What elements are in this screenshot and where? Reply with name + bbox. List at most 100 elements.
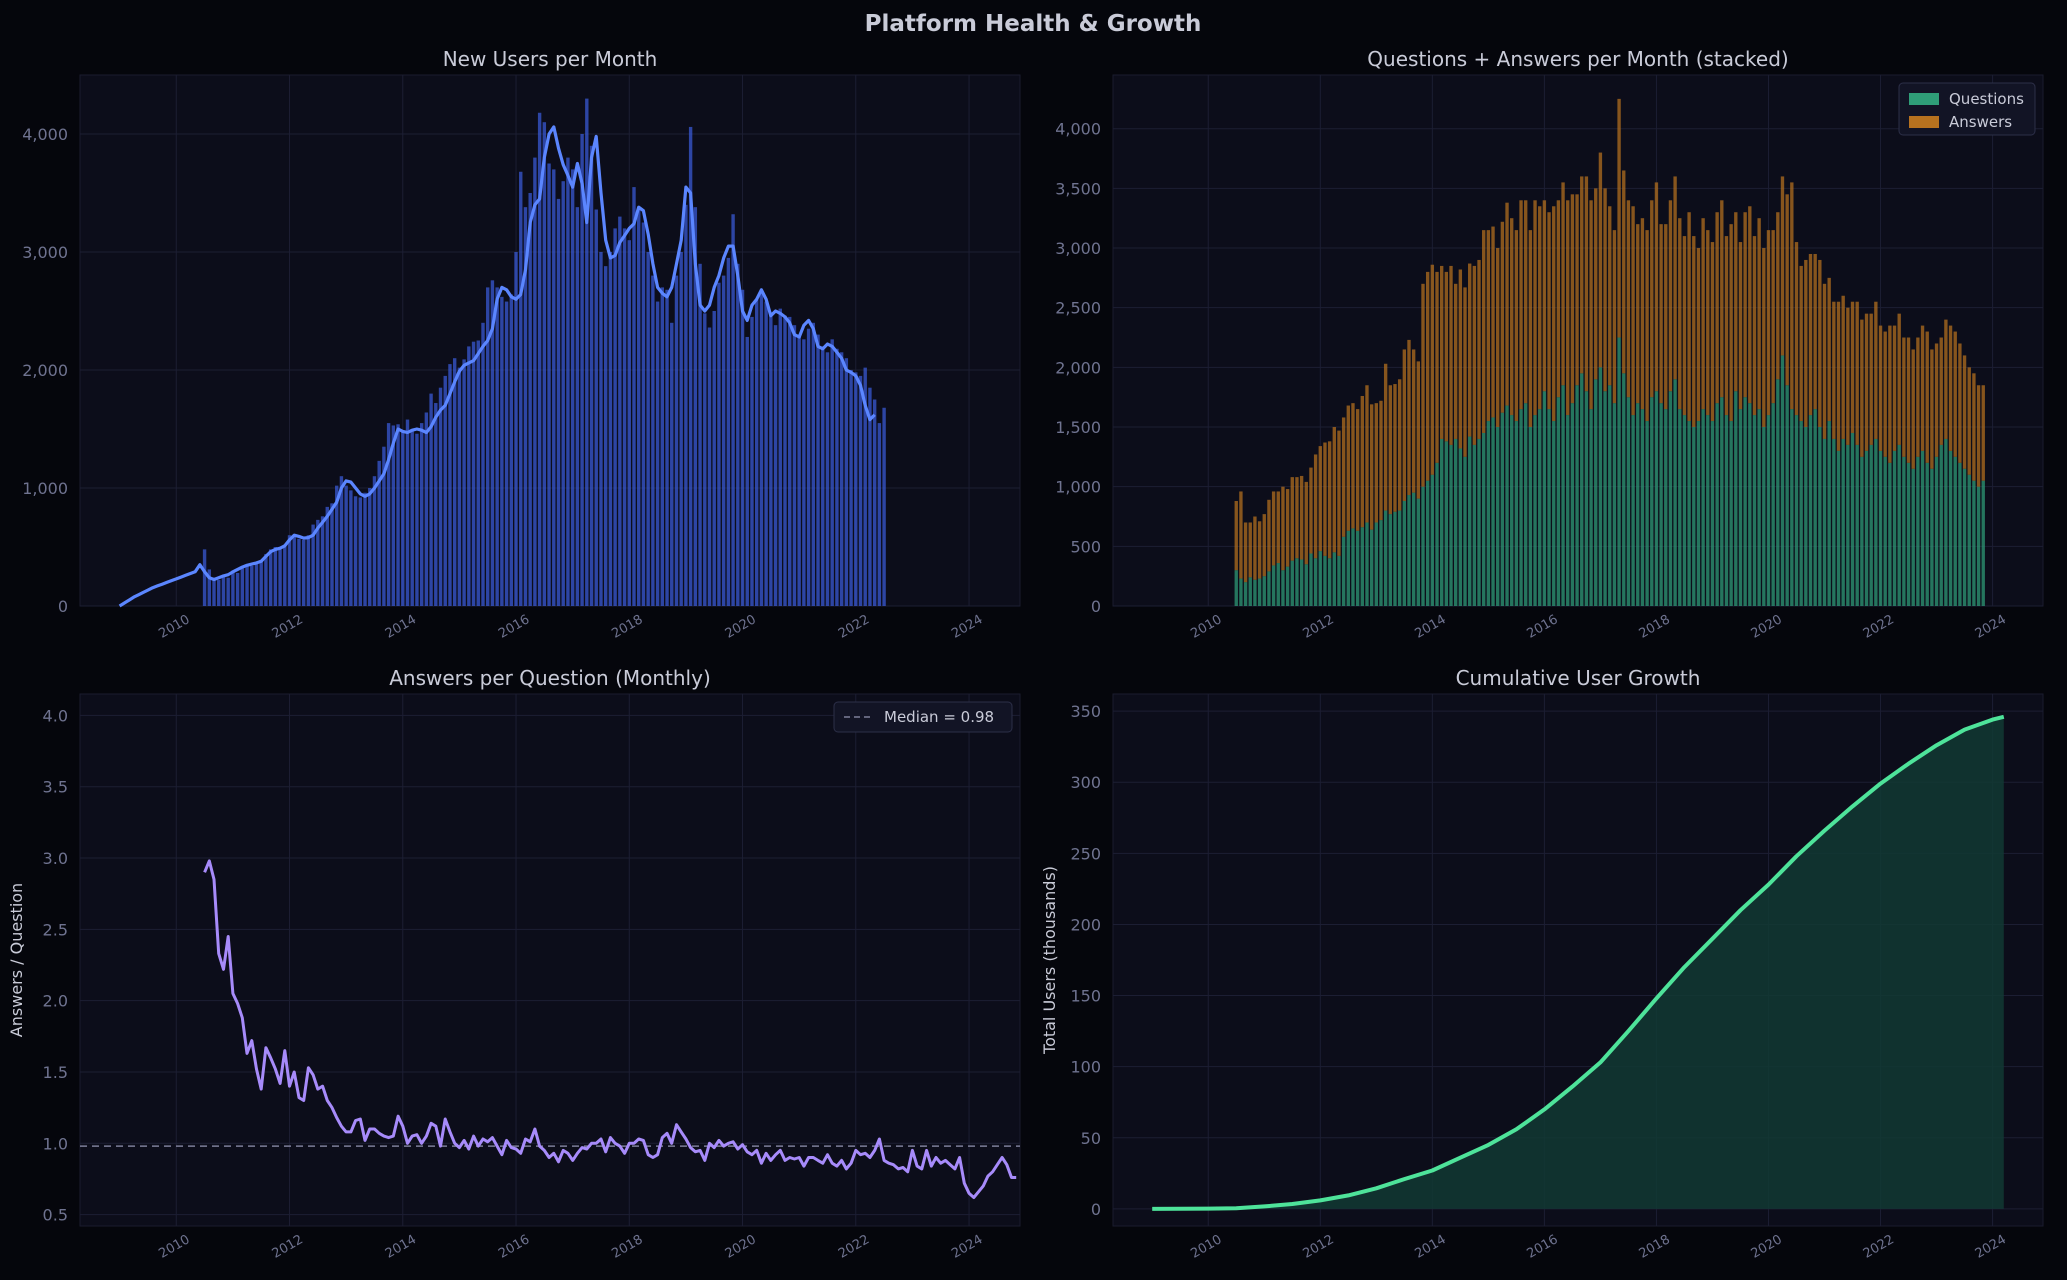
answers-bar xyxy=(1981,385,1985,481)
answers-bar xyxy=(1902,337,1906,457)
answers-bar xyxy=(1290,477,1294,561)
x-tick-label: 2018 xyxy=(1637,612,1673,642)
answers-bar xyxy=(1682,236,1687,416)
x-tick-label: 2022 xyxy=(836,1232,872,1262)
questions-bar xyxy=(1402,500,1407,606)
questions-bar xyxy=(1934,456,1939,606)
y-tick-label: 3,500 xyxy=(1055,179,1101,198)
new-users-bar xyxy=(759,293,764,606)
questions-bar xyxy=(1580,373,1584,606)
y-tick-label: 0 xyxy=(58,597,68,616)
ratio-plot-area xyxy=(79,693,1021,1227)
questions-bar xyxy=(1836,450,1841,606)
questions-bar xyxy=(1295,558,1299,606)
questions-bar xyxy=(1794,415,1799,606)
questions-bar xyxy=(1762,427,1766,606)
answers-bar xyxy=(1491,226,1495,418)
new-users-bar xyxy=(514,252,518,606)
questions-bar xyxy=(1832,438,1836,606)
answers-bar xyxy=(1243,522,1248,583)
x-tick-label: 2010 xyxy=(156,1232,192,1262)
answers-bar xyxy=(1304,481,1308,565)
questions-bar xyxy=(1248,577,1252,606)
questions-bar xyxy=(1771,403,1775,606)
new-users-bar xyxy=(745,336,749,606)
new-users-bar xyxy=(712,311,716,606)
answers-bar xyxy=(1332,427,1336,553)
answers-bar xyxy=(1678,218,1682,410)
new-users-bar xyxy=(509,294,514,606)
new-users-bar xyxy=(495,287,499,606)
new-users-bar xyxy=(278,549,282,606)
questions-bar xyxy=(1253,579,1257,606)
answers-bar xyxy=(1813,253,1817,410)
answers-bar xyxy=(1603,188,1607,392)
new-users-bar xyxy=(608,252,613,606)
questions-bar xyxy=(1846,444,1850,606)
answers-bar xyxy=(1299,475,1304,560)
new-users-bar xyxy=(655,301,660,606)
x-tick-label: 2020 xyxy=(723,612,759,642)
answers-bar xyxy=(1967,367,1971,475)
questions-bar xyxy=(1869,444,1873,606)
questions-bar xyxy=(1505,405,1509,606)
answers-bar xyxy=(1528,230,1533,428)
new-users-bar xyxy=(212,578,216,606)
x-tick-label: 2016 xyxy=(496,1232,532,1262)
new-users-bar xyxy=(537,112,542,606)
questions-bar xyxy=(1552,421,1556,606)
answers-bar xyxy=(1757,218,1761,410)
answers-bar xyxy=(1934,343,1939,457)
questions-bar xyxy=(1678,409,1682,606)
new-users-bar xyxy=(292,536,296,606)
y-tick-label: 2.5 xyxy=(43,920,68,939)
answers-bar xyxy=(1388,385,1392,515)
answers-bar xyxy=(1631,206,1635,416)
questions-bar xyxy=(1808,415,1813,606)
answers-bar xyxy=(1365,385,1369,523)
new-users-title: New Users per Month xyxy=(443,47,658,71)
questions-bar xyxy=(1631,415,1635,606)
answers-bar xyxy=(1860,319,1864,457)
answers-bar xyxy=(1566,200,1570,416)
new-users-bar xyxy=(726,257,731,606)
y-tick-label: 1.0 xyxy=(43,1134,68,1153)
answers-bar xyxy=(1341,417,1346,537)
qa-stacked-chart: 2010 2012 2014 2016 2018 2020 2022 2024 0 500 1,00… xyxy=(1055,47,2044,642)
new-users-bar xyxy=(467,346,471,606)
questions-bar xyxy=(1570,403,1575,606)
new-users-bar xyxy=(386,423,391,606)
answers-bar xyxy=(1309,467,1313,554)
answers-bar xyxy=(1617,98,1621,338)
new-users-bar xyxy=(632,187,636,606)
questions-bar xyxy=(1757,409,1761,606)
y-tick-label: 4,000 xyxy=(22,125,68,144)
new-users-bar xyxy=(377,460,381,606)
answers-bar xyxy=(1701,218,1705,410)
new-users-bar xyxy=(339,476,344,606)
questions-bar xyxy=(1341,536,1346,606)
new-users-bar xyxy=(476,340,480,606)
questions-bar xyxy=(1650,397,1654,606)
answers-bar xyxy=(1472,265,1477,445)
questions-bar xyxy=(1281,570,1285,606)
new-users-bar xyxy=(670,322,674,606)
questions-bar xyxy=(1323,555,1327,606)
answers-bar xyxy=(1948,325,1953,451)
answers-bar xyxy=(1720,200,1724,398)
questions-bar xyxy=(1500,412,1505,606)
questions-bar xyxy=(1449,444,1453,606)
questions-bar xyxy=(1561,385,1565,606)
answers-bar xyxy=(1337,430,1341,556)
answers-bar xyxy=(1771,230,1775,404)
x-tick-label: 2022 xyxy=(1861,612,1897,642)
new-users-bar xyxy=(434,403,438,606)
new-users-bar xyxy=(603,266,608,606)
questions-bar xyxy=(1864,450,1869,606)
new-users-bar xyxy=(217,580,221,606)
new-users-bar xyxy=(349,490,353,606)
new-users-bar xyxy=(783,315,787,606)
answers-bar xyxy=(1295,477,1299,559)
answers-bar xyxy=(1262,514,1266,577)
questions-bar xyxy=(1285,566,1290,606)
